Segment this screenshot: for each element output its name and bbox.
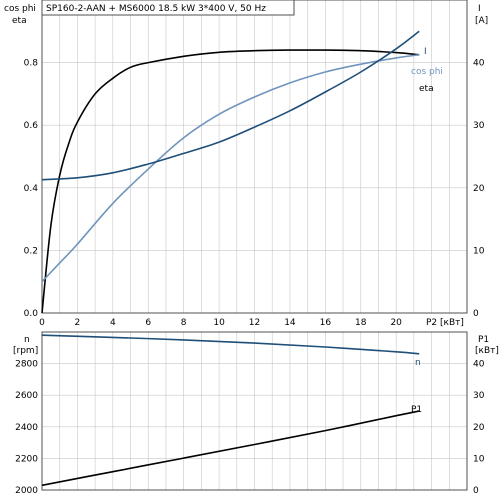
x-tick-label: 8	[181, 318, 187, 328]
y-tick-label-left: 2000	[15, 486, 38, 496]
series-line-p1	[41, 410, 420, 487]
y-tick-label-left: 2800	[15, 360, 38, 370]
y-tick-label-right: 20	[473, 184, 485, 194]
y-tick-label-left: 0.2	[24, 246, 38, 256]
y-tick-label-right: 20	[473, 423, 485, 433]
y-tick-label-right: 30	[473, 391, 485, 401]
bottom-right-axis-label-2: [кВт]	[475, 346, 499, 356]
top-chart-tick-labels: 0.0 0.2 0.4 0.6 0.8 0 10 20 30 40 0 2 4 6 8 10 12 14 16 18 2…	[24, 59, 485, 328]
top-left-axis-label-2: eta	[12, 16, 27, 26]
bottom-chart-tick-labels: 2000 2200 2400 2600 2800 0 10 20 30 40	[15, 360, 485, 496]
top-left-axis-label-1: cos phi	[4, 4, 36, 14]
x-tick-label: 2	[75, 318, 81, 328]
top-chart-gridlines	[42, 0, 467, 313]
y-tick-label-right: 40	[473, 360, 485, 370]
top-chart-series: eta cos phi I	[41, 30, 443, 314]
series-line-i	[41, 30, 420, 181]
y-tick-label-left: 0.4	[24, 184, 39, 194]
y-tick-label-left: 0.0	[24, 309, 39, 319]
bottom-chart-gridlines	[42, 332, 467, 490]
y-tick-label-left: 2200	[15, 454, 38, 464]
top-x-axis-label: P2 [кВт]	[426, 318, 464, 328]
y-tick-label-left: 0.8	[24, 59, 39, 69]
y-tick-label-right: 30	[473, 121, 485, 131]
x-tick-label: 14	[284, 318, 296, 328]
y-tick-label-right: 10	[473, 454, 485, 464]
top-right-axis-label-1: I	[478, 4, 481, 14]
y-tick-label-right: 0	[473, 309, 479, 319]
x-tick-label: 16	[320, 318, 332, 328]
series-label-eta: eta	[419, 84, 434, 94]
series-line-cosphi	[41, 54, 420, 283]
bottom-right-axis-label-1: P1	[478, 335, 489, 345]
series-label-cosphi: cos phi	[411, 67, 443, 77]
x-tick-label: 6	[145, 318, 151, 328]
bottom-left-axis-label-2: [rpm]	[13, 346, 38, 356]
x-tick-label: 10	[213, 318, 225, 328]
y-tick-label-left: 2600	[15, 391, 38, 401]
x-tick-label: 0	[39, 318, 45, 328]
y-tick-label-right: 10	[473, 246, 485, 256]
y-tick-label-left: 0.6	[24, 121, 39, 131]
top-chart-frame	[41, 0, 468, 314]
top-right-axis-label-2: [A]	[475, 16, 488, 26]
series-line-eta	[41, 49, 420, 314]
bottom-left-axis-label-1: n	[24, 335, 30, 345]
bottom-chart-series: n P1	[41, 334, 422, 487]
y-tick-label-right: 0	[473, 486, 479, 496]
bottom-chart-frame	[41, 331, 468, 491]
y-tick-label-left: 2400	[15, 423, 38, 433]
series-label-n: n	[415, 358, 421, 368]
x-tick-label: 20	[390, 318, 402, 328]
series-line-n	[41, 334, 420, 355]
series-label-i: I	[424, 47, 427, 57]
chart-title: SP160-2-AAN + MS6000 18.5 kW 3*400 V, 50…	[46, 4, 266, 14]
x-tick-label: 18	[355, 318, 367, 328]
x-tick-label: 12	[249, 318, 260, 328]
x-tick-label: 4	[110, 318, 116, 328]
series-label-p1: P1	[411, 405, 422, 415]
y-tick-label-right: 40	[473, 59, 485, 69]
